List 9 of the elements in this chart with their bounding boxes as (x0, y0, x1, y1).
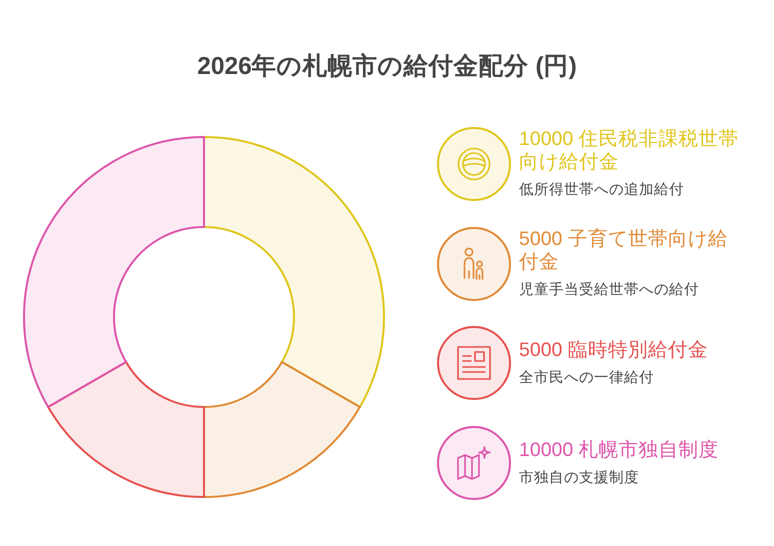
legend-label: 10000 住民税非課税世帯向け給付金 (519, 128, 739, 174)
legend-label: 5000 子育て世帯向け給付金 (519, 228, 729, 274)
text: 低所得世帯への追加給付 (519, 181, 685, 200)
legend-label: 10000 札幌市独自制度 (519, 438, 720, 462)
chart-title: 2026年の札幌市の給付金配分 (円) (197, 52, 577, 80)
text: 児童手当受給世帯への給付 (519, 280, 700, 300)
legend-label: 5000 臨時特別給付金 (519, 338, 709, 362)
text: 全市民への一律給付 (519, 368, 655, 388)
text: 市独自の支援制度 (519, 468, 640, 488)
